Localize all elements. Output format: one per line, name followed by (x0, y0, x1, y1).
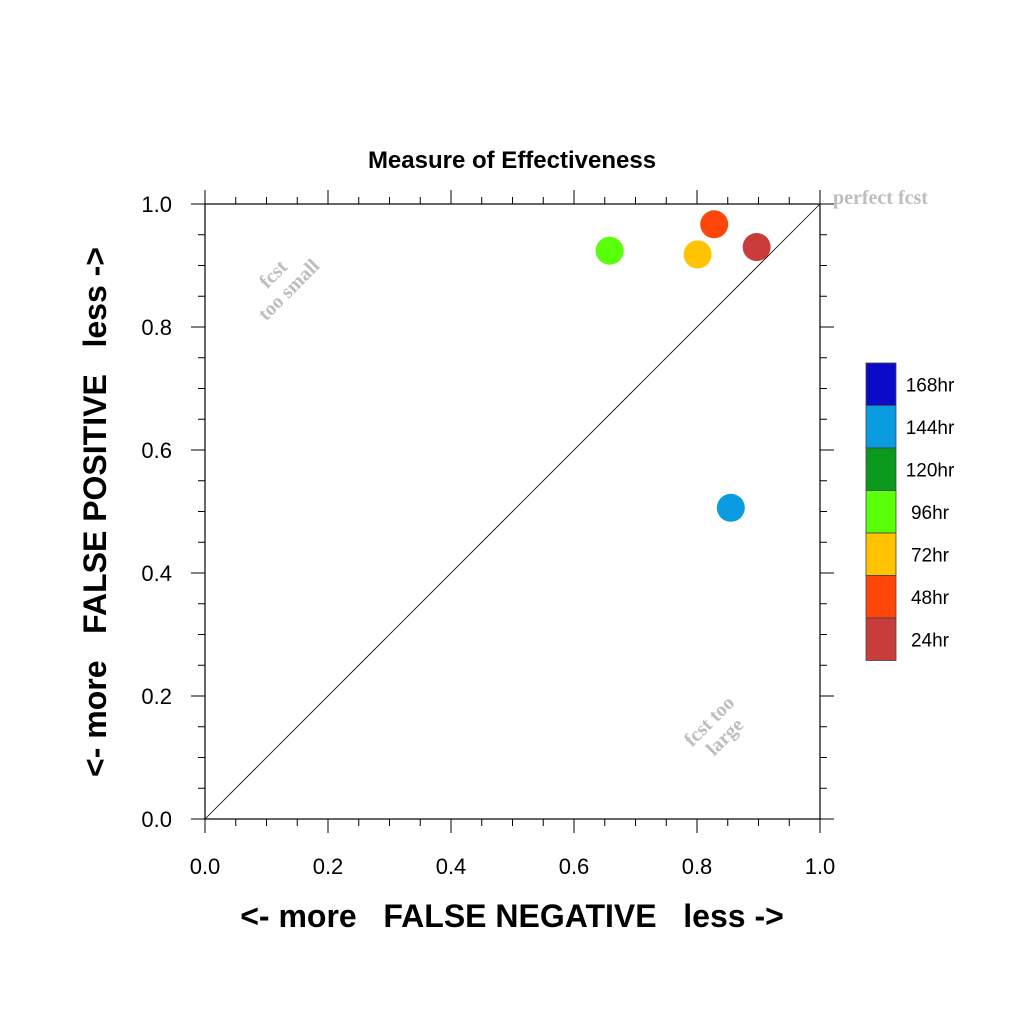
too-small-line-2: too small (254, 255, 324, 325)
perfect-forecast-line (204, 203, 821, 820)
x-tick-label: 1.0 (805, 854, 836, 879)
legend-label-24hr: 24hr (911, 630, 950, 651)
legend-swatch-168hr (865, 362, 897, 406)
y-tick-label: 0.2 (141, 684, 172, 709)
legend-label-96hr: 96hr (911, 503, 950, 524)
y-tick-label: 0.0 (141, 807, 172, 832)
point-24hr (742, 233, 771, 262)
x-tick-label: 0.4 (436, 854, 467, 879)
x-axis-title: <- more FALSE NEGATIVE less -> (240, 898, 784, 934)
x-tick-label: 0.2 (313, 854, 344, 879)
y-tick-labels: 0.0 0.2 0.4 0.6 0.8 1.0 (141, 192, 172, 832)
x-tick-labels: 0.0 0.2 0.4 0.6 0.8 1.0 (190, 854, 836, 879)
legend-swatch-48hr (865, 575, 897, 619)
too-large-annotation: fcst too large (680, 692, 748, 760)
y-tick-label: 1.0 (141, 192, 172, 217)
x-tick-label: 0.6 (559, 854, 590, 879)
perfect-forecast-label: perfect fcst (833, 187, 928, 209)
y-tick-label: 0.8 (141, 315, 172, 340)
point-72hr (683, 240, 712, 269)
y-tick-label: 0.6 (141, 438, 172, 463)
legend-swatch-72hr (865, 532, 897, 576)
x-tick-label: 0.0 (190, 854, 221, 879)
y-tick-label: 0.4 (141, 561, 172, 586)
point-48hr (700, 210, 729, 239)
plot-frame (204, 203, 821, 820)
legend-swatch-96hr (865, 490, 897, 534)
legend-swatch-120hr (865, 447, 897, 491)
y-axis-title: <- more FALSE POSITIVE less -> (77, 247, 113, 777)
legend: 168hr 144hr 120hr 96hr 72hr 48hr 24hr (865, 362, 955, 661)
legend-label-48hr: 48hr (911, 588, 950, 609)
data-points (595, 210, 771, 522)
legend-label-144hr: 144hr (906, 418, 955, 439)
chart-title: Measure of Effectiveness (368, 147, 656, 174)
tick-marks (191, 190, 834, 833)
legend-swatch-24hr (865, 617, 897, 661)
legend-swatch-144hr (865, 405, 897, 449)
too-small-annotation: fcst too small (254, 255, 324, 325)
legend-label-168hr: 168hr (906, 375, 955, 396)
x-tick-label: 0.8 (682, 854, 713, 879)
legend-label-72hr: 72hr (911, 545, 950, 566)
point-144hr (716, 493, 745, 522)
point-96hr (595, 236, 624, 265)
legend-label-120hr: 120hr (906, 460, 955, 481)
